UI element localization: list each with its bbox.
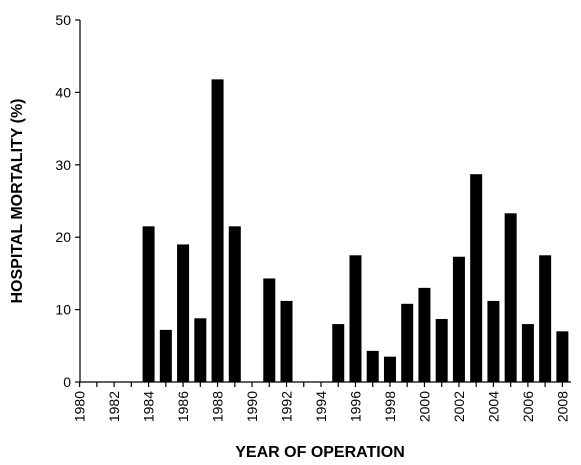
y-axis-title: HOSPITAL MORTALITY (%) [9, 98, 26, 303]
bar [177, 244, 190, 382]
bar [228, 226, 241, 382]
y-tick-label: 30 [55, 157, 71, 173]
bar [194, 318, 207, 382]
bar [418, 287, 431, 382]
bar [142, 226, 155, 382]
bar [556, 331, 569, 382]
bar [539, 255, 552, 382]
bar [159, 329, 172, 382]
x-tick-label: 1998 [382, 391, 398, 422]
bar [280, 300, 293, 382]
y-tick-label: 40 [55, 84, 71, 100]
x-tick-label: 1994 [313, 391, 329, 422]
x-tick-label: 2002 [451, 391, 467, 422]
x-tick-label: 1988 [210, 391, 226, 422]
bar [470, 174, 483, 382]
x-tick-label: 1990 [244, 391, 260, 422]
x-tick-label: 1984 [141, 391, 157, 422]
bar [383, 356, 396, 382]
y-tick-label: 50 [55, 12, 71, 28]
y-tick-label: 0 [63, 374, 71, 390]
bar [504, 213, 517, 382]
bar [452, 256, 465, 382]
y-tick-label: 20 [55, 229, 71, 245]
bar [435, 319, 448, 382]
x-tick-label: 2000 [416, 391, 432, 422]
x-tick-label: 1982 [106, 391, 122, 422]
x-tick-label: 1986 [175, 391, 191, 422]
x-tick-label: 1996 [347, 391, 363, 422]
x-tick-label: 2006 [520, 391, 536, 422]
bar [366, 350, 379, 382]
bar [401, 303, 414, 382]
x-tick-label: 2008 [554, 391, 570, 422]
bar [211, 79, 224, 383]
x-tick-label: 2004 [485, 391, 501, 422]
bar [349, 255, 362, 382]
y-tick-label: 10 [55, 302, 71, 318]
bar [263, 278, 276, 382]
bar [521, 324, 534, 382]
x-tick-label: 1992 [279, 391, 295, 422]
x-axis-title: YEAR OF OPERATION [235, 444, 405, 461]
bar [332, 324, 345, 382]
bar [487, 300, 500, 382]
x-tick-label: 1980 [72, 391, 88, 422]
